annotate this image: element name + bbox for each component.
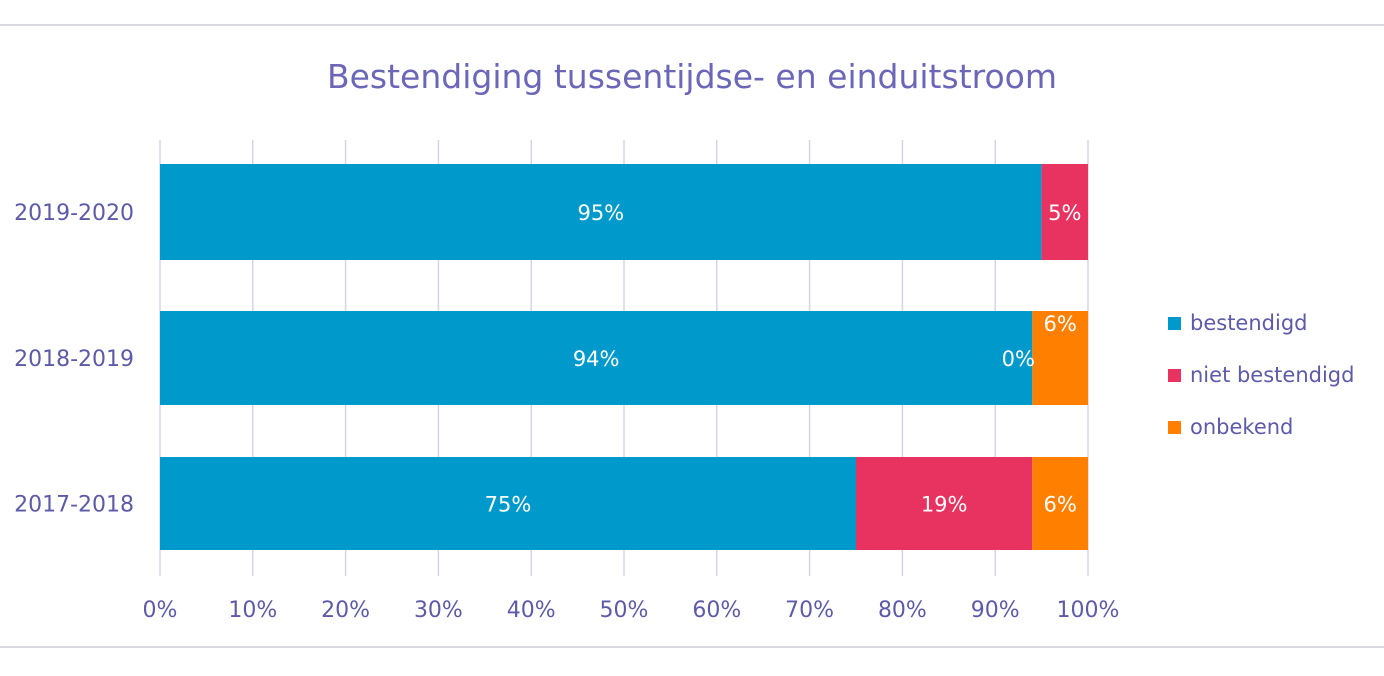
bar-segment	[856, 457, 1033, 550]
tick-label: 0%	[143, 598, 178, 623]
bars	[160, 164, 1088, 550]
tick-label: 40%	[507, 598, 556, 623]
legend: bestendigd niet bestendigd onbekend	[1168, 311, 1354, 439]
legend-entry: niet bestendigd	[1190, 363, 1354, 387]
tick-label: 100%	[1057, 598, 1120, 623]
bar-segment	[1032, 311, 1088, 405]
category-label: 2018-2019	[14, 347, 134, 372]
data-label: 94%	[573, 347, 620, 371]
legend-entry: bestendigd	[1190, 311, 1307, 335]
data-label: 95%	[577, 201, 624, 225]
category-labels: 2019-2020 2018-2019 2017-2018	[14, 201, 134, 518]
data-label: 19%	[921, 493, 968, 517]
category-label: 2019-2020	[14, 201, 134, 226]
chart-title: Bestendiging tussentijdse- en einduitstr…	[327, 57, 1057, 96]
legend-swatch	[1168, 421, 1181, 434]
tick-label: 10%	[228, 598, 277, 623]
legend-swatch	[1168, 317, 1181, 330]
bar-segment	[1032, 457, 1088, 550]
tick-label: 60%	[692, 598, 741, 623]
tick-label: 90%	[971, 598, 1020, 623]
top-frame-line	[0, 24, 1384, 26]
tick-label: 70%	[785, 598, 834, 623]
category-label: 2017-2018	[14, 493, 134, 518]
tick-label: 80%	[878, 598, 927, 623]
bottom-frame-line	[0, 646, 1384, 648]
tick-label: 20%	[321, 598, 370, 623]
legend-entry: onbekend	[1190, 415, 1293, 439]
data-label: 6%	[1043, 493, 1076, 517]
data-label: 75%	[485, 493, 532, 517]
data-label: 0%	[1002, 347, 1035, 371]
tick-label: 30%	[414, 598, 463, 623]
bar-segment	[1041, 164, 1088, 260]
bar-segment	[160, 311, 1033, 405]
bar-segment	[160, 457, 856, 550]
data-label: 5%	[1048, 201, 1081, 225]
data-labels: 95% 5% 94% 0% 6% 75% 19% 6%	[485, 201, 1082, 517]
bar-segment	[160, 164, 1042, 260]
data-label: 6%	[1043, 312, 1076, 336]
legend-swatch	[1168, 369, 1181, 382]
tick-label: 50%	[600, 598, 649, 623]
x-axis-ticks: 0% 10% 20% 30% 40% 50% 60% 70% 80% 90% 100%	[143, 598, 1120, 623]
